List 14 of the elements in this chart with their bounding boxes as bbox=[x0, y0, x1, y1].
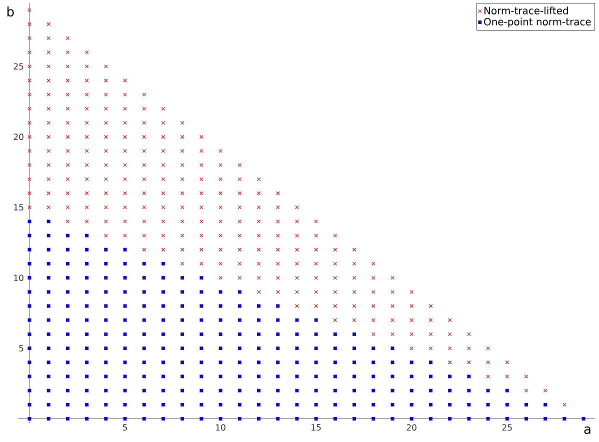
x-tick-label: 15 bbox=[312, 424, 321, 431]
legend-label: Norm-trace-lifted bbox=[484, 6, 568, 14]
legend-label: One-point norm-trace bbox=[484, 18, 591, 28]
x-tick-label: 20 bbox=[406, 424, 416, 431]
y-tick-label: 5 bbox=[19, 345, 24, 352]
y-axis-title: b bbox=[7, 6, 14, 17]
y-tick-label: 10 bbox=[14, 274, 24, 282]
x-tick-label: 10 bbox=[216, 424, 226, 431]
x-axis-title: a bbox=[584, 426, 590, 434]
y-tick-label: 15 bbox=[14, 204, 24, 210]
y-tick-label: 25 bbox=[14, 63, 24, 70]
x-tick-label: 25 bbox=[502, 424, 512, 431]
x-tick-label: 5 bbox=[122, 424, 127, 431]
y-tick-label: 20 bbox=[14, 134, 24, 140]
